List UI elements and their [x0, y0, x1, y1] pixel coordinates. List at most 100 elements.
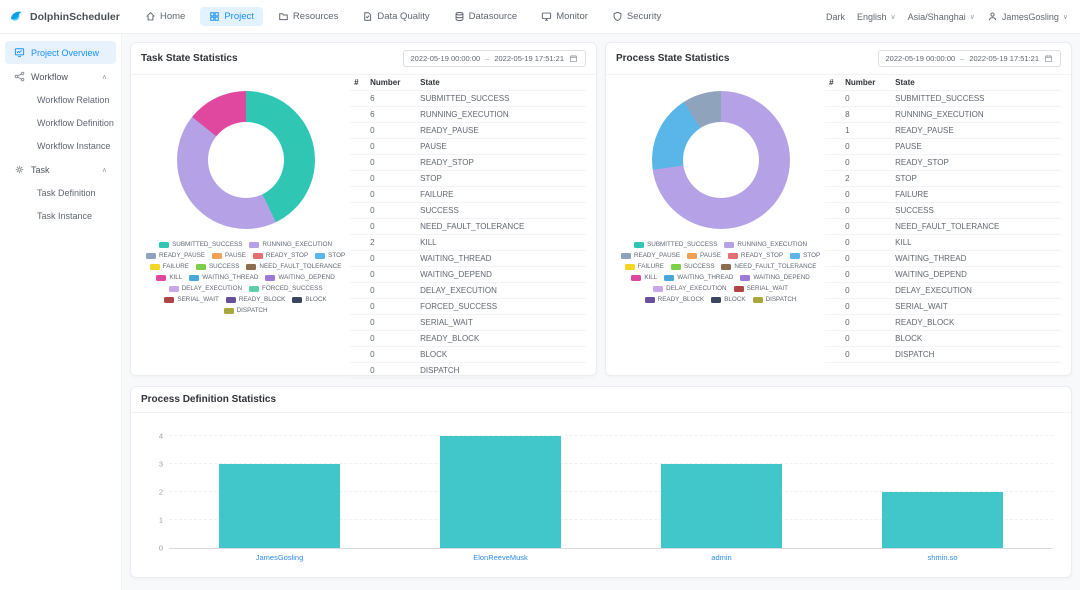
- state-count-cell: 6: [366, 90, 417, 107]
- legend-item-ready-block[interactable]: READY_BLOCK: [225, 296, 285, 303]
- nav-item-project[interactable]: Project: [200, 7, 263, 26]
- sidebar-item-project-overview[interactable]: Project Overview: [5, 41, 116, 64]
- legend-item-success[interactable]: SUCCESS: [670, 263, 714, 270]
- legend-item-dispatch[interactable]: DISPATCH: [223, 307, 268, 314]
- sidebar-item-task-instance[interactable]: Task Instance: [5, 205, 116, 227]
- legend-label: DELAY_EXECUTION: [181, 285, 243, 292]
- bar-slot-shmin-so: shmin.so: [832, 425, 1053, 562]
- nav-item-monitor[interactable]: Monitor: [532, 7, 597, 26]
- table-row: 0 FAILURE: [825, 186, 1061, 203]
- state-count-cell: 0: [841, 330, 892, 347]
- chevron-up-icon: ∧: [101, 166, 107, 174]
- date-range-picker[interactable]: 2022-05-19 00:00:00 – 2022-05-19 17:51:2…: [877, 50, 1061, 67]
- legend-item-ready-pause[interactable]: READY_PAUSE: [145, 252, 205, 259]
- folder-icon: [278, 11, 289, 22]
- legend-item-ready-pause[interactable]: READY_PAUSE: [620, 252, 680, 259]
- brand[interactable]: DolphinScheduler: [8, 8, 122, 25]
- table-row: 0 FORCED_SUCCESS: [350, 298, 586, 315]
- state-count-cell: 0: [366, 250, 417, 267]
- nav-item-home[interactable]: Home: [136, 7, 194, 26]
- sidebar-item-workflow-definition[interactable]: Workflow Definition: [5, 112, 116, 134]
- row-index-cell: [350, 234, 367, 251]
- legend-item-waiting-thread[interactable]: WAITING_THREAD: [189, 274, 258, 281]
- row-index-cell: [350, 122, 367, 139]
- legend-item-stop[interactable]: STOP: [315, 252, 345, 259]
- sidebar-item-task-definition[interactable]: Task Definition: [5, 182, 116, 204]
- legend-item-running-execution[interactable]: RUNNING_EXECUTION: [249, 241, 332, 248]
- legend-item-failure[interactable]: FAILURE: [149, 263, 189, 270]
- state-name-cell: SUBMITTED_SUCCESS: [891, 90, 1061, 107]
- x-axis-category-label[interactable]: JamesGosling: [255, 553, 304, 562]
- topnav-right-label: Dark: [826, 11, 846, 22]
- legend-item-running-execution[interactable]: RUNNING_EXECUTION: [724, 241, 807, 248]
- legend-item-pause[interactable]: PAUSE: [212, 252, 246, 259]
- sidebar-item-workflow-relation[interactable]: Workflow Relation: [5, 89, 116, 111]
- legend-item-submitted-success[interactable]: SUBMITTED_SUCCESS: [634, 241, 717, 248]
- nav-item-data-quality[interactable]: Data Quality: [353, 7, 438, 26]
- brand-name: DolphinScheduler: [30, 10, 120, 23]
- legend-item-ready-block[interactable]: READY_BLOCK: [644, 296, 704, 303]
- topnav-jamesgosling[interactable]: JamesGosling ∨: [987, 11, 1068, 22]
- row-index-cell: [350, 362, 367, 379]
- legend-item-ready-stop[interactable]: READY_STOP: [727, 252, 783, 259]
- nav-item-label: Project: [224, 11, 254, 22]
- user-icon: [987, 11, 998, 22]
- legend-item-failure[interactable]: FAILURE: [624, 263, 664, 270]
- legend-item-need-fault-tolerance[interactable]: NEED_FAULT_TOLERANCE: [246, 263, 341, 270]
- nav-item-label: Datasource: [468, 11, 518, 22]
- state-name-cell: WAITING_THREAD: [416, 250, 586, 267]
- topnav-right-label: JamesGosling: [1001, 11, 1059, 22]
- legend-item-kill[interactable]: KILL: [631, 274, 657, 281]
- legend-color-swatch: [149, 263, 160, 270]
- nav-item-security[interactable]: Security: [603, 7, 670, 26]
- legend-item-delay-execution[interactable]: DELAY_EXECUTION: [168, 285, 243, 292]
- state-count-cell: 0: [841, 218, 892, 235]
- table-row: 0 BLOCK: [825, 330, 1061, 347]
- sidebar-item-workflow-instance[interactable]: Workflow Instance: [5, 135, 116, 157]
- table-row: 2 STOP: [825, 170, 1061, 187]
- legend-item-forced-success[interactable]: FORCED_SUCCESS: [249, 285, 323, 292]
- legend-item-kill[interactable]: KILL: [156, 274, 182, 281]
- legend-item-stop[interactable]: STOP: [790, 252, 820, 259]
- legend-item-waiting-depend[interactable]: WAITING_DEPEND: [265, 274, 335, 281]
- legend-label: KILL: [169, 274, 183, 281]
- x-axis-category-label[interactable]: shmin.so: [927, 553, 958, 562]
- legend-item-pause[interactable]: PAUSE: [687, 252, 721, 259]
- topnav-english[interactable]: English ∨: [857, 12, 896, 22]
- state-count-cell: 2: [366, 234, 417, 251]
- legend-item-block[interactable]: BLOCK: [292, 296, 327, 303]
- nav-item-datasource[interactable]: Datasource: [445, 7, 527, 26]
- legend-item-waiting-thread[interactable]: WAITING_THREAD: [664, 274, 733, 281]
- legend-item-waiting-depend[interactable]: WAITING_DEPEND: [740, 274, 810, 281]
- legend-label: NEED_FAULT_TOLERANCE: [259, 263, 342, 270]
- sidebar-item-task[interactable]: Task ∧: [5, 158, 116, 181]
- legend-item-ready-stop[interactable]: READY_STOP: [252, 252, 308, 259]
- date-separator: –: [960, 54, 965, 63]
- x-axis-category-label[interactable]: ElonReeveMusk: [473, 553, 528, 562]
- legend-item-serial-wait[interactable]: SERIAL_WAIT: [164, 296, 219, 303]
- table-row: 0 READY_BLOCK: [825, 314, 1061, 331]
- state-name-cell: READY_STOP: [416, 154, 586, 171]
- row-index-cell: [350, 330, 367, 347]
- legend-item-dispatch[interactable]: DISPATCH: [752, 296, 796, 303]
- x-axis-category-label[interactable]: admin: [711, 553, 732, 562]
- topnav-asia-shanghai[interactable]: Asia/Shanghai ∨: [908, 12, 975, 22]
- legend-item-need-fault-tolerance[interactable]: NEED_FAULT_TOLERANCE: [721, 263, 816, 270]
- legend-item-submitted-success[interactable]: SUBMITTED_SUCCESS: [159, 241, 242, 248]
- y-axis-tick-label: 3: [158, 459, 163, 469]
- legend-item-delay-execution[interactable]: DELAY_EXECUTION: [653, 285, 727, 292]
- legend-item-block[interactable]: BLOCK: [711, 296, 746, 303]
- table-row: 0 SUCCESS: [350, 202, 586, 219]
- legend-item-success[interactable]: SUCCESS: [195, 263, 239, 270]
- sidebar-item-workflow[interactable]: Workflow ∧: [5, 65, 116, 88]
- nav-item-resources[interactable]: Resources: [269, 7, 347, 26]
- bar-slot-jamesgosling: JamesGosling: [169, 425, 390, 562]
- bar-shmin-so: [881, 492, 1004, 548]
- bar-jamesgosling: [218, 464, 341, 548]
- date-range-picker[interactable]: 2022-05-19 00:00:00 – 2022-05-19 17:51:2…: [402, 50, 586, 67]
- table-row: 2 KILL: [350, 234, 586, 251]
- topnav-dark[interactable]: Dark: [826, 12, 845, 22]
- legend-label: WAITING_THREAD: [202, 274, 259, 281]
- legend-color-swatch: [724, 241, 735, 248]
- legend-item-serial-wait[interactable]: SERIAL_WAIT: [733, 285, 788, 292]
